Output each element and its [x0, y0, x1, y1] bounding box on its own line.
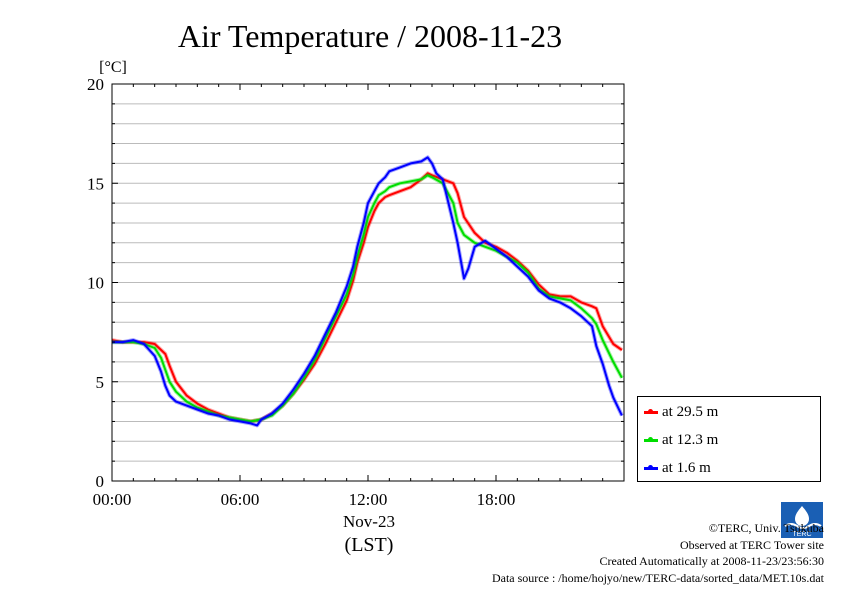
- x-tick-label: 06:00: [221, 490, 260, 509]
- axis-ticks: 0 5 10 15 20 00:00 06:00 12:00 18:00: [87, 75, 624, 509]
- x-tick-label: 12:00: [349, 490, 388, 509]
- credit-copyright: ©TERC, Univ. Tsukuba: [708, 521, 824, 535]
- series-layer: [111, 155, 624, 428]
- x-axis-label: (LST): [345, 534, 394, 556]
- series-line: [112, 156, 623, 427]
- y-tick-label: 10: [87, 274, 104, 293]
- terc-logo-icon: TERC: [781, 502, 823, 538]
- x-tick-label: 00:00: [93, 490, 132, 509]
- legend-item-1-6m: at 1.6 m: [644, 458, 711, 478]
- legend-label: at 1.6 m: [662, 459, 711, 476]
- chart-title: Air Temperature / 2008-11-23: [178, 18, 562, 54]
- legend-item-29-5m: at 29.5 m: [644, 402, 718, 422]
- legend: at 29.5 m at 12.3 m at 1.6 m: [637, 396, 821, 482]
- credit-created: Created Automatically at 2008-11-23/23:5…: [599, 554, 824, 568]
- legend-swatch-blue: [644, 464, 658, 470]
- legend-item-12-3m: at 12.3 m: [644, 430, 718, 450]
- legend-swatch-green: [644, 436, 658, 442]
- credit-site: Observed at TERC Tower site: [679, 537, 824, 552]
- credit-source: Data source : /home/hojyo/new/TERC-data/…: [491, 570, 824, 585]
- x-tick-label: 18:00: [477, 490, 516, 509]
- y-axis-label: [°C]: [99, 59, 127, 76]
- series-line: [111, 172, 623, 423]
- credits: ©TERC, Univ. Tsukuba Observed at TERC To…: [492, 520, 824, 586]
- legend-label: at 12.3 m: [662, 431, 719, 448]
- logo-text: TERC: [792, 531, 811, 538]
- legend-swatch-red: [644, 408, 658, 414]
- y-tick-label: 15: [87, 174, 104, 193]
- y-tick-label: 5: [96, 373, 105, 392]
- series-line: [112, 174, 623, 423]
- y-tick-label: 0: [96, 472, 105, 491]
- x-date-label: Nov-23: [343, 512, 395, 531]
- y-tick-label: 20: [87, 75, 104, 94]
- legend-label: at 29.5 m: [662, 403, 719, 420]
